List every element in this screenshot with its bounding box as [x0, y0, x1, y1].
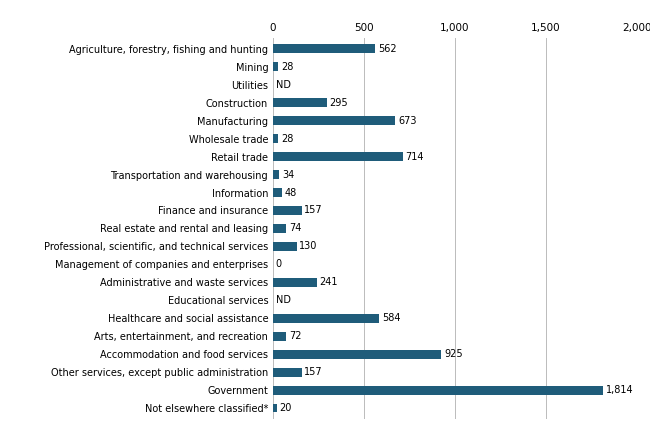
- Text: 584: 584: [382, 313, 400, 323]
- Bar: [273, 385, 603, 395]
- Text: 714: 714: [406, 151, 424, 162]
- Text: 48: 48: [285, 187, 296, 198]
- Bar: [273, 62, 278, 71]
- Text: 157: 157: [304, 206, 323, 215]
- Bar: [273, 44, 375, 53]
- Text: 925: 925: [444, 349, 463, 359]
- Text: 28: 28: [281, 134, 293, 144]
- Bar: [273, 188, 281, 197]
- Bar: [273, 332, 286, 341]
- Text: 673: 673: [398, 115, 417, 126]
- Text: 130: 130: [300, 242, 318, 251]
- Bar: [273, 170, 280, 179]
- Bar: [273, 278, 317, 287]
- Text: 241: 241: [320, 277, 338, 287]
- Bar: [273, 206, 302, 215]
- Text: 74: 74: [289, 223, 302, 233]
- Bar: [273, 152, 403, 161]
- Bar: [273, 350, 441, 359]
- Text: 157: 157: [304, 367, 323, 377]
- Text: 295: 295: [330, 98, 348, 108]
- Text: ND: ND: [276, 295, 291, 305]
- Text: 34: 34: [282, 170, 294, 179]
- Text: 1,814: 1,814: [606, 385, 634, 395]
- Text: 562: 562: [378, 44, 396, 54]
- Bar: [273, 98, 327, 107]
- Text: 72: 72: [289, 331, 302, 341]
- Text: 0: 0: [276, 259, 282, 269]
- Bar: [273, 116, 395, 125]
- Text: ND: ND: [276, 80, 291, 90]
- Text: 20: 20: [280, 403, 292, 413]
- Bar: [273, 224, 287, 233]
- Text: 28: 28: [281, 62, 293, 72]
- Bar: [273, 134, 278, 143]
- Bar: [273, 242, 296, 251]
- Bar: [273, 404, 277, 412]
- Bar: [273, 314, 380, 323]
- Bar: [273, 368, 302, 376]
